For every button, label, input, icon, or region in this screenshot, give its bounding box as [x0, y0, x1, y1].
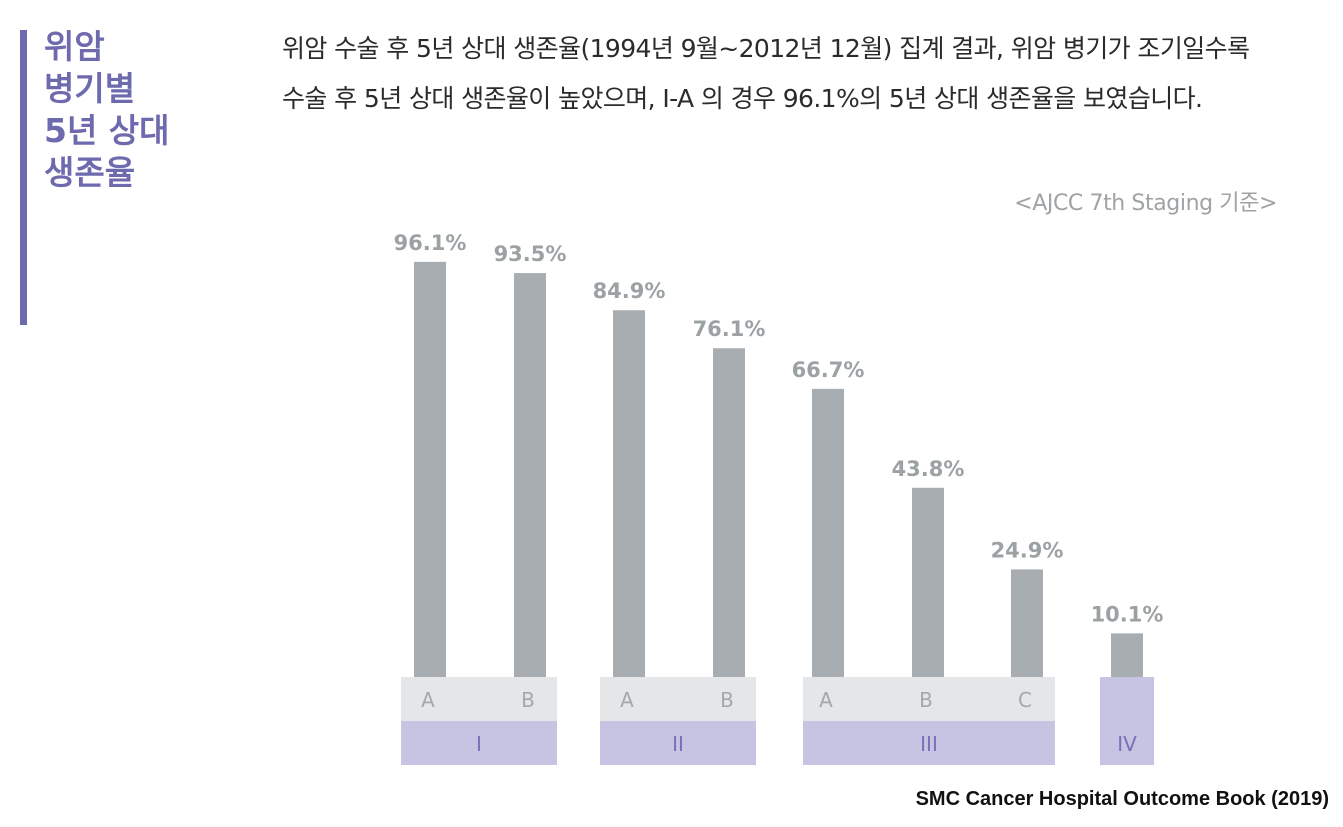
substage-band-I [401, 677, 557, 721]
bar-2 [514, 273, 546, 677]
side-title-line-4: 생존율 [44, 153, 136, 192]
side-title-line-2: 병기별 [44, 69, 136, 108]
bar-7 [1011, 569, 1043, 677]
substage-band-III [803, 677, 1055, 721]
bar-1 [414, 261, 446, 677]
description-line-1: 위암 수술 후 5년 상대 생존율(1994년 9월~2012년 12월) 집계… [282, 34, 1250, 63]
stage-band-II [600, 721, 756, 765]
stage-band-IV [1100, 677, 1154, 765]
value-label-3: 84.9% [593, 279, 666, 303]
bar-8 [1111, 633, 1143, 677]
substage-label-I-B: B [521, 688, 535, 712]
value-label-2: 93.5% [494, 242, 567, 266]
staging-criteria-note: <AJCC 7th Staging 기준> [1014, 191, 1277, 216]
source-citation: SMC Cancer Hospital Outcome Book (2019) [915, 788, 1329, 810]
value-label-7: 24.9% [991, 538, 1064, 562]
value-label-8: 10.1% [1091, 602, 1164, 626]
value-label-4: 76.1% [693, 317, 766, 341]
accent-bar [20, 30, 27, 325]
bar-5 [812, 388, 844, 677]
description-line-2: 수술 후 5년 상대 생존율이 높았으며, Ⅰ-A 의 경우 96.1%의 5년… [282, 84, 1203, 113]
bar-3 [613, 310, 645, 677]
stage-band-I [401, 721, 557, 765]
stage-label-I: I [476, 732, 482, 756]
substage-label-III-A: A [819, 688, 833, 712]
substage-label-III-C: C [1018, 688, 1032, 712]
description: 위암 수술 후 5년 상대 생존율(1994년 9월~2012년 12월) 집계… [282, 24, 1292, 124]
side-title-line-3: 5년 상대 [44, 111, 170, 150]
substage-label-II-B: B [720, 688, 734, 712]
stage-label-III: III [920, 732, 938, 756]
substage-label-III-B: B [919, 688, 933, 712]
value-label-6: 43.8% [892, 457, 965, 481]
substage-label-I-A: A [421, 688, 435, 712]
bar-4 [713, 348, 745, 677]
value-label-1: 96.1% [394, 231, 467, 255]
side-title-line-1: 위암 [44, 27, 105, 66]
stage-label-IV: IV [1117, 732, 1137, 756]
stage-band-III [803, 721, 1055, 765]
stage-label-II: II [672, 732, 684, 756]
substage-label-II-A: A [620, 688, 634, 712]
side-title: 위암 병기별 5년 상대 생존율 [44, 26, 170, 194]
value-label-5: 66.7% [792, 358, 865, 382]
bar-6 [912, 487, 944, 677]
substage-band-II [600, 677, 756, 721]
